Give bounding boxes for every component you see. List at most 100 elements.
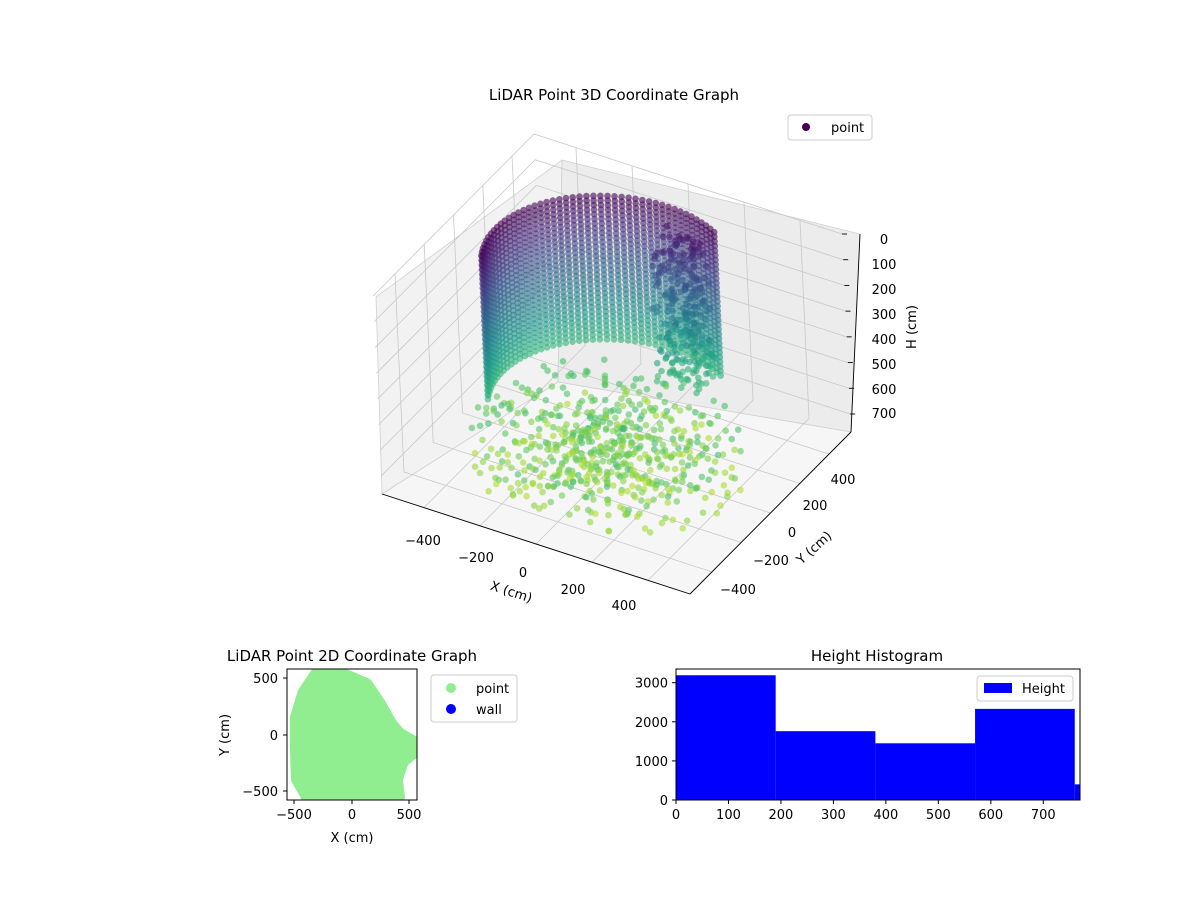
chart-3d-point <box>731 475 739 482</box>
chart-3d-point <box>669 516 677 524</box>
chart-3d-point <box>663 465 671 473</box>
chart-3d-point <box>487 445 495 453</box>
chart-3d-point <box>536 443 544 451</box>
chart-3d-point <box>526 345 534 353</box>
chart-3d-point <box>525 327 533 334</box>
chart-3d-point <box>713 510 721 517</box>
chart-3d-point <box>580 285 587 293</box>
chart-3d-point <box>544 446 551 453</box>
chart-3d-point <box>559 358 567 365</box>
chart-3d-point <box>518 384 526 392</box>
chart-3d-point <box>578 253 586 260</box>
chart-3d-point <box>677 212 684 220</box>
chart-3d-point <box>686 482 694 489</box>
chart-3d-point <box>603 331 611 338</box>
chart-3d-x-ticks: −400 −200 0 200 400 <box>405 534 636 614</box>
chart-3d-point <box>563 204 570 211</box>
chart-3d-point <box>528 433 535 441</box>
chart-3d-point <box>556 205 564 212</box>
chart-3d-point <box>602 298 609 306</box>
histogram-x-tick: 700 <box>1031 808 1056 823</box>
chart-3d-point <box>525 313 532 320</box>
chart-3d-z-tick: 700 <box>872 407 897 422</box>
chart-3d-point <box>722 427 729 435</box>
chart-3d-point <box>596 322 603 329</box>
chart-3d-point <box>586 518 594 526</box>
chart-3d-point <box>640 219 647 227</box>
chart-3d-point <box>468 424 476 432</box>
chart-3d-point <box>623 309 631 316</box>
chart-3d-point <box>596 469 603 477</box>
chart-3d-point <box>589 331 596 339</box>
chart-3d-point <box>662 383 670 390</box>
chart-3d-point <box>659 441 667 449</box>
chart-3d-point <box>656 463 664 471</box>
chart-3d-point <box>717 502 724 509</box>
chart-3d-point <box>644 317 652 324</box>
chart-3d-point <box>471 449 479 457</box>
chart-3d-point <box>532 234 540 242</box>
chart-3d-point <box>564 236 572 244</box>
chart-3d-point <box>564 400 571 408</box>
chart-3d-y-axis-line <box>689 431 852 595</box>
chart-3d-point <box>721 469 729 477</box>
chart-3d-point <box>676 450 683 458</box>
chart-3d-legend: point <box>787 114 873 141</box>
chart-3d-point <box>536 318 544 325</box>
chart-3d-point <box>597 451 605 458</box>
chart-3d-point <box>522 248 529 255</box>
chart-3d-point <box>581 299 588 307</box>
chart-3d-point <box>584 215 591 223</box>
chart-3d-point <box>589 397 596 405</box>
histogram-x-tick: 300 <box>821 808 846 823</box>
chart-3d-point <box>536 505 543 512</box>
chart-2d-y-tick: 500 <box>253 672 278 687</box>
chart-2d-y-axis-label: Y (cm) <box>218 714 233 757</box>
chart-3d-point <box>643 385 651 393</box>
chart-3d-point <box>607 271 615 278</box>
chart-3d-point <box>496 464 504 471</box>
chart-3d-point <box>543 344 551 351</box>
chart-3d-point <box>638 497 645 504</box>
chart-3d-point <box>699 509 707 516</box>
chart-3d-point <box>581 318 589 325</box>
chart-3d-point <box>493 480 500 488</box>
chart-3d-point <box>539 251 547 258</box>
chart-3d-point <box>684 366 692 373</box>
chart-3d-point <box>671 427 678 435</box>
chart-3d-point <box>583 493 590 501</box>
histogram-x-ticks: 0 100 200 300 400 500 600 700 <box>672 800 1056 823</box>
chart-3d-point <box>634 241 641 249</box>
chart-3d-point <box>544 440 552 448</box>
chart-3d-point <box>625 208 633 215</box>
chart-3d-point <box>544 367 551 375</box>
chart-3d-point <box>639 205 646 213</box>
chart-3d-point <box>531 320 538 327</box>
chart-3d-point <box>567 301 575 308</box>
chart-3d-point <box>678 245 686 252</box>
chart-3d-point <box>698 421 705 428</box>
chart-3d-point <box>605 511 612 519</box>
chart-3d-point <box>680 379 687 387</box>
chart-3d-point <box>572 254 579 261</box>
chart-3d-point <box>578 439 586 447</box>
chart-3d-point <box>606 238 613 246</box>
chart-3d-point <box>654 373 662 380</box>
chart-3d-point <box>603 451 610 459</box>
chart-3d-point <box>704 455 712 463</box>
histogram-y-tick: 2000 <box>635 716 668 731</box>
chart-3d-point <box>549 457 557 465</box>
chart-3d-point <box>678 478 686 485</box>
histogram-bar <box>875 743 976 800</box>
chart-3d-point <box>507 484 515 492</box>
chart-3d-point <box>682 210 690 218</box>
chart-3d-point <box>650 426 658 434</box>
chart-3d-point <box>692 425 699 432</box>
chart-3d-point <box>631 324 638 331</box>
chart-3d-point <box>569 338 576 346</box>
chart-3d-point <box>547 282 554 289</box>
chart-3d-point <box>550 423 557 431</box>
chart-3d-point <box>586 266 594 274</box>
chart-3d-point <box>709 373 717 380</box>
chart-3d-point <box>547 411 555 419</box>
